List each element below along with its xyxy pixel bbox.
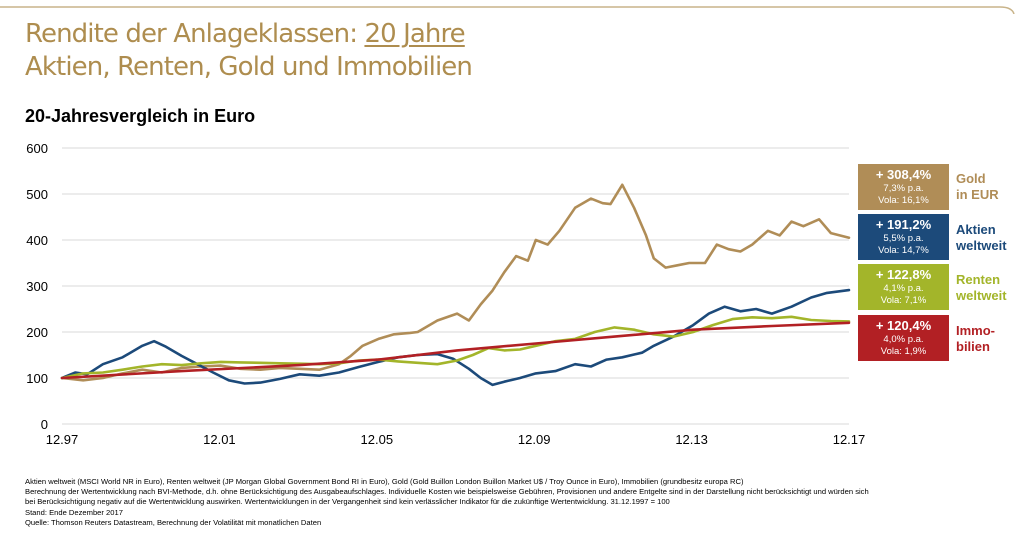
x-tick-label-12.09: 12.09	[518, 432, 551, 447]
aktien-label-line1: Aktien	[956, 222, 996, 237]
immobilien-label-line2: bilien	[956, 339, 990, 354]
y-tick-label-200: 200	[26, 325, 48, 340]
x-tick-label-12.13: 12.13	[675, 432, 708, 447]
page-title-prefix: Rendite der Anlageklassen:	[25, 19, 365, 49]
aktien-return-pa: 5,5% p.a.	[883, 233, 924, 244]
gold-label-line1: Gold	[956, 171, 986, 186]
footnotes: Aktien weltweit (MSCI World NR in Euro),…	[25, 477, 869, 528]
page-title: Rendite der Anlageklassen: 20 Jahre	[25, 18, 466, 50]
renten-label-line1: Renten	[956, 272, 1001, 287]
series-line-immobilien	[60, 321, 851, 380]
footnote-disclaimer: bei Berücksichtigung negativ auf die Wer…	[25, 497, 670, 507]
footnote-method: Berechnung der Wertentwicklung nach BVI-…	[25, 487, 869, 497]
immobilien-return-value: + 120,4%	[875, 318, 932, 333]
aktien-return-box: + 191,2% 5,5% p.a. Vola: 14,7%	[858, 214, 949, 260]
chart-title: 20-Jahresvergleich in Euro	[25, 106, 256, 126]
top-rule	[0, 6, 1015, 14]
x-tick-label-12.17: 12.17	[833, 432, 866, 447]
y-tick-label-300: 300	[26, 279, 48, 294]
renten-legend-label: Renten weltweit	[956, 272, 1007, 304]
series-line-aktien	[60, 288, 851, 387]
y-tick-label-100: 100	[26, 371, 48, 386]
aktien-label-line2: weltweit	[956, 238, 1007, 253]
y-tick-label-500: 500	[26, 187, 48, 202]
immobilien-return-box: + 120,4% 4,0% p.a. Vola: 1,9%	[858, 315, 949, 361]
renten-return-pa: 4,1% p.a.	[883, 283, 924, 294]
immobilien-return-pa: 4,0% p.a.	[883, 334, 924, 345]
series-line-renten	[60, 315, 851, 380]
y-tick-label-0: 0	[41, 417, 48, 432]
immobilien-legend-label: Immo- bilien	[956, 323, 995, 355]
gold-return-pa: 7,3% p.a.	[883, 183, 924, 194]
renten-label-line2: weltweit	[956, 288, 1007, 303]
immobilien-volatility: Vola: 1,9%	[880, 346, 927, 357]
gold-label-line2: in EUR	[956, 187, 999, 202]
aktien-legend-label: Aktien weltweit	[956, 222, 1007, 254]
gold-legend-label: Gold in EUR	[956, 171, 999, 203]
footnote-date: Stand: Ende Dezember 2017	[25, 507, 123, 517]
aktien-volatility: Vola: 14,7%	[878, 245, 929, 256]
line-chart: 0 100 200 300 400 500 600 12.97 12.01 12.05 12.09 1…	[26, 141, 866, 447]
page-subtitle: Aktien, Renten, Gold und Immobilien	[25, 52, 473, 82]
renten-return-value: + 122,8%	[875, 267, 932, 282]
x-tick-label-12.97: 12.97	[46, 432, 79, 447]
footnote-sources: Aktien weltweit (MSCI World NR in Euro),…	[25, 477, 744, 486]
immobilien-label-line1: Immo-	[956, 323, 995, 338]
gold-return-value: + 308,4%	[875, 167, 932, 182]
y-tick-label-600: 600	[26, 141, 48, 156]
footnote-source: Quelle: Thomson Reuters Datastream, Bere…	[25, 517, 322, 527]
aktien-return-value: + 191,2%	[875, 217, 932, 232]
x-tick-label-12.01: 12.01	[203, 432, 236, 447]
renten-volatility: Vola: 7,1%	[880, 295, 927, 306]
page-title-highlight: 20 Jahre	[364, 19, 465, 49]
gold-return-box: + 308,4% 7,3% p.a. Vola: 16,1%	[858, 164, 949, 210]
gold-volatility: Vola: 16,1%	[878, 195, 929, 206]
x-tick-label-12.05: 12.05	[361, 432, 394, 447]
renten-return-box: + 122,8% 4,1% p.a. Vola: 7,1%	[858, 264, 949, 310]
y-tick-label-400: 400	[26, 233, 48, 248]
